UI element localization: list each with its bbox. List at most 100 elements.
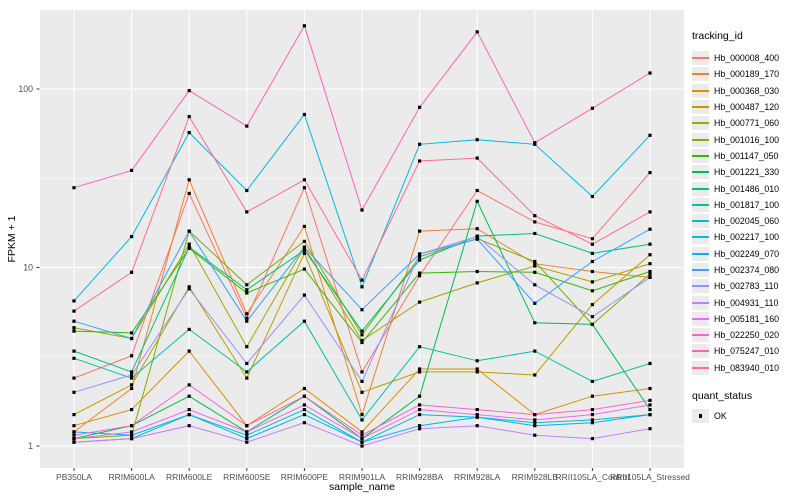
data-point <box>360 370 364 374</box>
data-point <box>245 283 249 287</box>
legend-line-icon <box>692 138 709 141</box>
data-point <box>130 336 134 341</box>
data-point <box>590 289 594 293</box>
legend-key-swatch <box>692 116 709 131</box>
data-point <box>590 259 594 264</box>
data-point <box>302 413 306 417</box>
data-point <box>187 229 191 233</box>
legend-item-Hb_000189_170: Hb_000189_170 <box>692 66 798 82</box>
data-point <box>648 262 652 266</box>
legend-key-swatch <box>692 311 709 326</box>
data-point <box>418 403 422 407</box>
data-point <box>533 283 537 287</box>
data-point <box>360 433 364 437</box>
data-point <box>475 227 479 231</box>
legend-line-icon <box>692 301 709 304</box>
data-point <box>533 321 537 325</box>
data-point <box>418 271 422 275</box>
legend-item-Hb_000368_030: Hb_000368_030 <box>692 83 798 99</box>
data-point <box>245 440 249 444</box>
data-point <box>648 272 652 276</box>
data-point <box>72 186 76 190</box>
legend-key-swatch <box>692 344 709 359</box>
ok-key-swatch <box>692 409 709 424</box>
data-point <box>360 340 364 345</box>
data-point <box>360 285 364 289</box>
data-point <box>187 383 191 387</box>
data-point <box>648 427 652 431</box>
data-point <box>187 349 191 353</box>
data-point <box>187 89 191 93</box>
data-point <box>418 105 422 109</box>
legend-item-Hb_001016_100: Hb_001016_100 <box>692 131 798 147</box>
data-point <box>302 178 306 182</box>
data-point <box>72 440 76 444</box>
legend-line-icon <box>692 350 709 353</box>
data-point <box>130 168 134 172</box>
legend-item-label: Hb_004931_110 <box>714 297 779 308</box>
data-point <box>648 361 652 366</box>
legend-item-label: Hb_001016_100 <box>714 134 780 145</box>
data-point <box>648 71 652 75</box>
data-point <box>360 390 364 394</box>
data-point <box>360 308 364 312</box>
data-point <box>302 112 306 117</box>
data-point <box>302 408 306 412</box>
data-point <box>590 408 594 412</box>
legend-line-icon <box>692 366 709 369</box>
data-point <box>130 386 134 391</box>
data-point <box>302 248 306 252</box>
legend-item-Hb_001147_050: Hb_001147_050 <box>692 148 798 164</box>
legend-item-Hb_000487_120: Hb_000487_120 <box>692 99 798 115</box>
data-point <box>533 349 537 353</box>
data-point <box>475 370 479 374</box>
data-point <box>475 237 479 241</box>
legend-item-label: Hb_000368_030 <box>714 85 780 96</box>
data-point <box>475 413 479 417</box>
legend-line-icon <box>692 285 709 288</box>
data-point <box>245 291 249 295</box>
data-point <box>648 403 652 407</box>
data-point <box>590 251 594 255</box>
data-point <box>533 270 537 274</box>
legend-line-icon <box>692 57 709 60</box>
legend-item-Hb_001486_010: Hb_001486_010 <box>692 180 798 196</box>
data-point <box>187 131 191 135</box>
data-point <box>72 319 76 323</box>
black-square-marker-icon <box>698 414 703 418</box>
data-point <box>418 413 422 417</box>
data-point <box>130 430 134 434</box>
legend-item-Hb_000008_400: Hb_000008_400 <box>692 50 798 66</box>
data-point <box>187 178 191 182</box>
x-tick-label: RRIM600LE <box>166 472 213 482</box>
data-point <box>418 252 422 256</box>
legend-key-swatch <box>692 279 709 294</box>
data-point <box>533 214 537 218</box>
data-point <box>648 386 652 391</box>
data-point <box>187 394 191 398</box>
data-point <box>590 394 594 398</box>
legend-key-swatch <box>692 100 709 115</box>
data-point <box>302 403 306 407</box>
legend-key-swatch <box>692 148 709 163</box>
data-point <box>418 159 422 163</box>
data-point <box>475 424 479 428</box>
data-point <box>130 331 134 335</box>
x-tick-label: RRIM600SE <box>223 472 271 482</box>
data-point <box>418 229 422 233</box>
legend-item-label: Hb_001486_010 <box>714 183 780 194</box>
data-point <box>245 188 249 193</box>
data-point <box>475 156 479 160</box>
legend-item-Hb_022250_020: Hb_022250_020 <box>692 327 798 343</box>
legend-item-label: Hb_022250_020 <box>714 330 780 341</box>
x-tick-label: RRIM928BA <box>396 472 444 482</box>
data-point <box>533 424 537 428</box>
data-point <box>648 171 652 175</box>
legend-item-Hb_002045_060: Hb_002045_060 <box>692 213 798 229</box>
legend-key-swatch <box>692 230 709 245</box>
data-point <box>475 359 479 363</box>
legend-item-label: Hb_002045_060 <box>714 216 780 227</box>
legend-item-label: Hb_002374_080 <box>714 265 780 275</box>
data-point <box>533 418 537 422</box>
legend-line-icon <box>692 334 709 337</box>
